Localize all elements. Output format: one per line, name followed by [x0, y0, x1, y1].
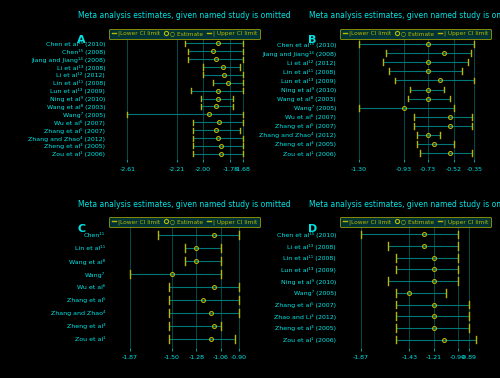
Legend: |Lower CI limit, ○ Estimate, | Upper CI limit: |Lower CI limit, ○ Estimate, | Upper CI …	[110, 29, 260, 39]
Title: Meta analysis estimates, given named study is omitted: Meta analysis estimates, given named stu…	[78, 200, 291, 209]
Legend: |Lower CI limit, ○ Estimate, | Upper CI limit: |Lower CI limit, ○ Estimate, | Upper CI …	[340, 29, 490, 39]
Legend: |Lower CI limit, ○ Estimate, | Upper CI limit: |Lower CI limit, ○ Estimate, | Upper CI …	[340, 217, 490, 227]
Title: Meta analysis estimates, given named study is omitted: Meta analysis estimates, given named stu…	[78, 11, 291, 20]
Title: Meta analysis estimates, given named study is omitted: Meta analysis estimates, given named stu…	[309, 200, 500, 209]
Title: Meta analysis estimates, given named study is omitted: Meta analysis estimates, given named stu…	[309, 11, 500, 20]
Text: B: B	[308, 36, 316, 45]
Legend: |Lower CI limit, ○ Estimate, | Upper CI limit: |Lower CI limit, ○ Estimate, | Upper CI …	[110, 217, 260, 227]
Text: C: C	[77, 224, 86, 234]
Text: A: A	[77, 36, 86, 45]
Text: D: D	[308, 224, 318, 234]
